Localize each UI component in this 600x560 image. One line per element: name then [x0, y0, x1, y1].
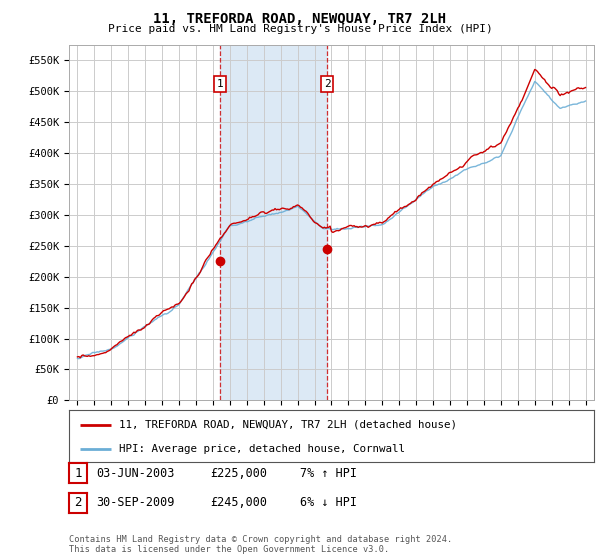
- Text: 11, TREFORDA ROAD, NEWQUAY, TR7 2LH: 11, TREFORDA ROAD, NEWQUAY, TR7 2LH: [154, 12, 446, 26]
- Text: 1: 1: [74, 466, 82, 480]
- Text: 11, TREFORDA ROAD, NEWQUAY, TR7 2LH (detached house): 11, TREFORDA ROAD, NEWQUAY, TR7 2LH (det…: [119, 420, 457, 430]
- Text: 03-JUN-2003: 03-JUN-2003: [96, 466, 175, 480]
- Bar: [220, 45, 327, 400]
- Text: 2: 2: [324, 79, 331, 89]
- Text: This data is licensed under the Open Government Licence v3.0.: This data is licensed under the Open Gov…: [69, 545, 389, 554]
- Text: £225,000: £225,000: [210, 466, 267, 480]
- Text: 1: 1: [217, 79, 223, 89]
- Text: HPI: Average price, detached house, Cornwall: HPI: Average price, detached house, Corn…: [119, 444, 405, 454]
- Text: 2: 2: [74, 496, 82, 510]
- Text: Contains HM Land Registry data © Crown copyright and database right 2024.: Contains HM Land Registry data © Crown c…: [69, 535, 452, 544]
- Text: £245,000: £245,000: [210, 496, 267, 510]
- Text: Price paid vs. HM Land Registry's House Price Index (HPI): Price paid vs. HM Land Registry's House …: [107, 24, 493, 34]
- Text: 30-SEP-2009: 30-SEP-2009: [96, 496, 175, 510]
- Text: 6% ↓ HPI: 6% ↓ HPI: [300, 496, 357, 510]
- Text: 7% ↑ HPI: 7% ↑ HPI: [300, 466, 357, 480]
